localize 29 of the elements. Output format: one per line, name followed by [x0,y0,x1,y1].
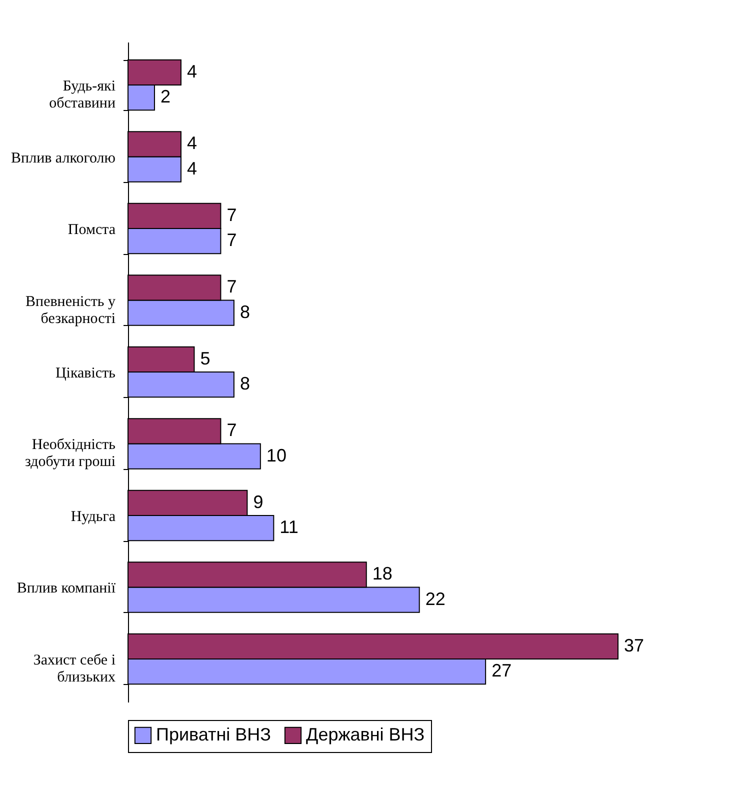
data-label: 37 [624,635,644,656]
data-label: 8 [240,302,250,322]
y-tick-label: Цікавість [55,366,116,382]
y-tick-label: Вплив компанії [16,580,116,597]
data-label: 2 [160,86,170,107]
data-label: 9 [253,492,264,512]
data-label: 4 [186,158,197,178]
y-tick-label: Нудьга [70,508,116,525]
legend-label: Державні ВНЗ [306,724,425,744]
data-label: 27 [492,660,512,681]
data-label: 4 [186,61,197,82]
data-label: 7 [226,276,237,297]
y-tick-label: Впевненість у безкарності [26,294,116,327]
y-tick-label: Будь-які обставини [49,78,116,112]
data-label: 22 [425,588,446,609]
data-label: 7 [226,204,237,225]
data-label: 7 [226,230,237,250]
y-tick-label: Помста [68,222,116,238]
y-tick-label: Захист себе і близьких [33,652,116,686]
y-tick-label: Необхідність здобути гроші [24,437,116,470]
legend-label: Приватні ВНЗ [156,724,272,744]
y-tick-label: Вплив алкоголю [11,150,116,166]
data-label: 11 [280,517,298,538]
data-label: 18 [372,564,392,584]
data-label: 7 [226,420,237,440]
data-label: 8 [240,374,250,394]
data-label: 5 [200,348,210,368]
data-label: 4 [186,133,197,154]
data-label: 10 [266,445,286,466]
